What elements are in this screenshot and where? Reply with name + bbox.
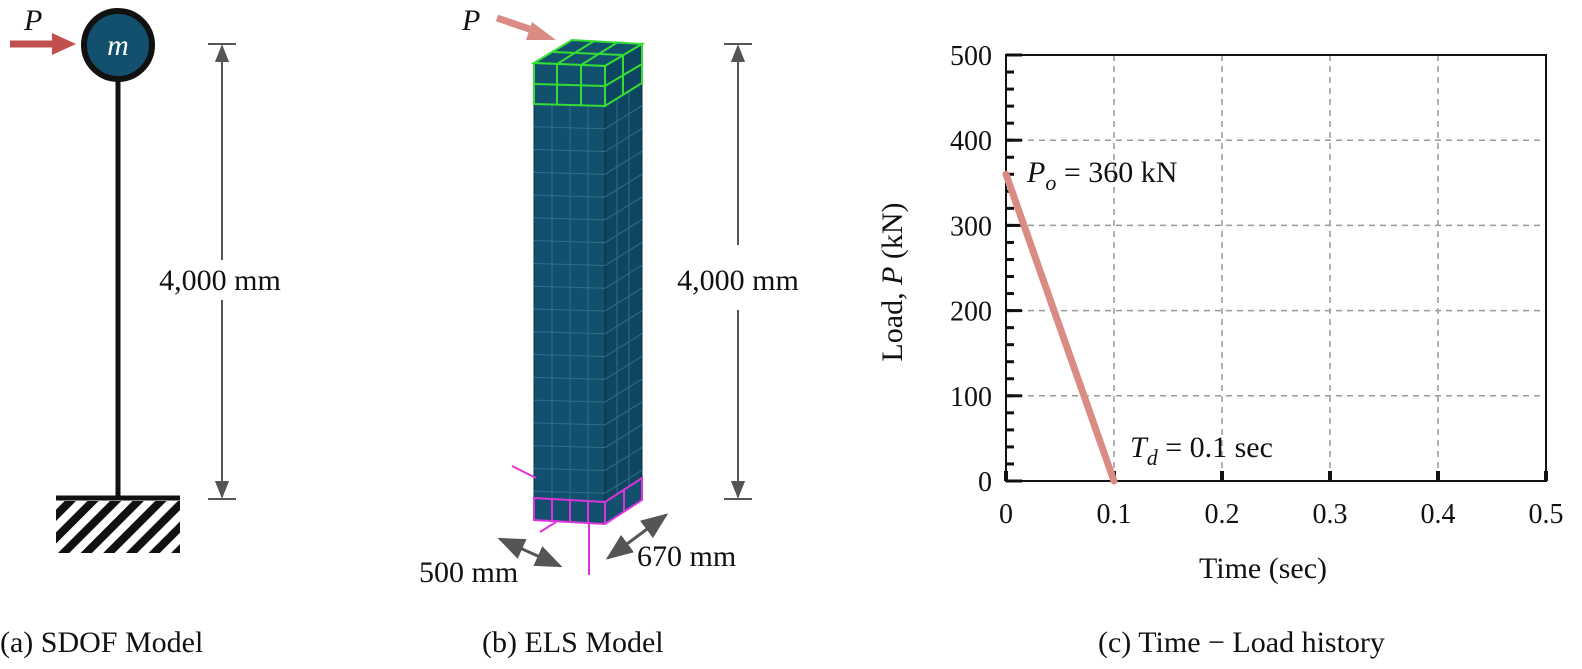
- column-mesh: [533, 82, 643, 521]
- height-label-a: 4,000 mm: [159, 264, 281, 297]
- load-symbol-a: P: [23, 4, 42, 37]
- y-tick-label: 500: [950, 41, 992, 72]
- x-tick-label: 0.3: [1313, 499, 1348, 530]
- load-symbol-b: P: [461, 4, 480, 37]
- annotation-po: Po = 360 kN: [1026, 156, 1177, 195]
- chart-minor-ticks: [1006, 53, 1014, 483]
- chart-series: [1002, 170, 1118, 485]
- x-tick-label: 0.1: [1097, 499, 1132, 530]
- y-tick-labels: 0 100 200 300 400 500: [950, 41, 992, 498]
- x-tick-labels: 0 0.1 0.2 0.3 0.4 0.5: [999, 499, 1564, 530]
- y-axis-label-prefix: Load,: [876, 285, 909, 362]
- x-tick-label: 0: [999, 499, 1013, 530]
- height-dimension-b: [724, 43, 752, 500]
- x-tick-label: 0.2: [1205, 499, 1240, 530]
- y-axis-label: Load, P (kN): [876, 202, 909, 361]
- caption-c: (c) Time − Load history: [1098, 626, 1385, 659]
- load-arrow-a: [10, 33, 76, 55]
- x-tick-label: 0.5: [1529, 499, 1564, 530]
- y-tick-label: 0: [978, 467, 992, 498]
- fixed-support: [56, 495, 180, 553]
- depth-label-b: 670 mm: [637, 540, 736, 573]
- y-tick-label: 200: [950, 297, 992, 328]
- load-history-line: [1002, 170, 1118, 485]
- annotation-td-sub: d: [1147, 445, 1159, 470]
- y-tick-label: 400: [950, 126, 992, 157]
- top-load-block: [530, 38, 646, 108]
- y-axis-label-symbol: P: [876, 267, 909, 286]
- panel-b-els: P: [419, 4, 799, 659]
- annotation-td: Td = 0.1 sec: [1130, 431, 1273, 470]
- annotation-td-symbol: T: [1130, 431, 1149, 464]
- depth-dimension-b: [605, 513, 669, 560]
- caption-a: (a) SDOF Model: [0, 626, 203, 659]
- width-dimension-b: [497, 537, 563, 568]
- x-axis-label: Time (sec): [1199, 552, 1327, 585]
- plot-frame: [1005, 54, 1547, 482]
- annotation-td-value: = 0.1 sec: [1158, 431, 1273, 464]
- chart-grid: [1006, 55, 1546, 481]
- height-label-b: 4,000 mm: [677, 264, 799, 297]
- chart-major-ticks: [1004, 53, 1548, 483]
- annotation-po-value: = 360 kN: [1056, 156, 1177, 189]
- caption-b: (b) ELS Model: [482, 626, 664, 659]
- annotation-po-sub: o: [1045, 170, 1056, 195]
- mass-node: [81, 8, 155, 82]
- annotation-po-symbol: P: [1026, 156, 1045, 189]
- mass-symbol: m: [107, 29, 129, 62]
- panel-c-chart: 0 0.1 0.2 0.3 0.4 0.5 0 100 200 300 400 500 Time (…: [876, 41, 1564, 659]
- x-tick-label: 0.4: [1421, 499, 1456, 530]
- load-arrow-b: [495, 14, 556, 40]
- panel-a-sdof: P m 4,000 mm (a) SDOF Model: [0, 4, 281, 659]
- y-tick-label: 300: [950, 211, 992, 242]
- bottom-support-block: [511, 465, 643, 575]
- y-tick-label: 100: [950, 382, 992, 413]
- y-axis-label-suffix: (kN): [876, 202, 909, 266]
- height-dimension-a: [208, 43, 236, 500]
- width-label-b: 500 mm: [419, 556, 518, 589]
